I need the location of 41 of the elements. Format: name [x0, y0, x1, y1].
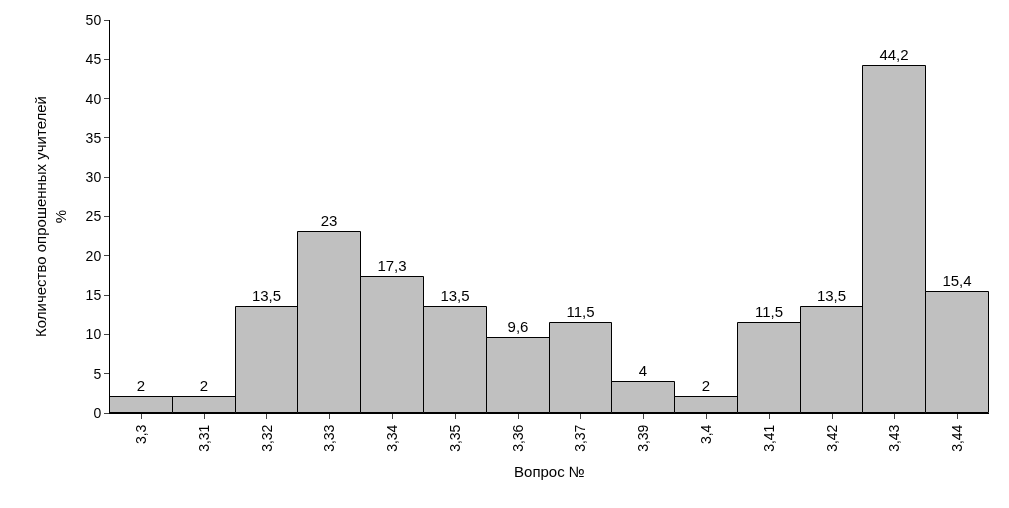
data-label: 23: [320, 211, 338, 229]
x-tick-label: 3,31: [195, 424, 212, 452]
y-axis-title: Количество опрошенных учителей %: [32, 96, 69, 337]
data-label: 2: [701, 376, 711, 394]
data-label: 9,6: [507, 317, 529, 335]
x-tick-label: 3,35: [446, 424, 463, 452]
x-tick-label: 3,43: [886, 424, 903, 452]
x-tick-label: 3,3: [132, 424, 149, 445]
y-tick-label: 35: [85, 129, 102, 146]
x-tick-label: 3,39: [635, 424, 652, 452]
data-label: 17,3: [377, 256, 407, 274]
x-tick-label: 3,32: [258, 424, 275, 452]
x-tick-label: 3,42: [823, 424, 840, 452]
x-tick-label: 3,34: [384, 424, 401, 452]
x-tick-label: 3,33: [321, 424, 338, 452]
data-label: 15,4: [942, 271, 972, 289]
y-tick-label: 15: [85, 287, 102, 303]
y-tick-label: 40: [85, 90, 102, 107]
data-label: 2: [136, 376, 146, 394]
y-tick-label: 50: [85, 11, 102, 28]
data-label: 13,5: [440, 286, 470, 304]
x-axis-title: Вопрос №: [514, 462, 585, 480]
y-tick-label: 10: [85, 326, 102, 343]
data-label: 11,5: [754, 302, 784, 320]
y-tick-label: 5: [93, 365, 102, 382]
data-label: 13,5: [251, 286, 282, 304]
x-tick-label: 3,4: [698, 424, 715, 445]
x-tick-label: 3,36: [509, 424, 526, 452]
y-tick-label: 0: [93, 404, 102, 421]
x-tick-label: 3,44: [949, 424, 966, 452]
y-tick-label: 30: [85, 169, 102, 186]
x-tick-label: 3,37: [572, 424, 589, 452]
data-label: 44,2: [879, 45, 909, 63]
y-tick-label: 45: [85, 51, 102, 68]
y-tick-label: 20: [85, 247, 102, 264]
data-label: 13,5: [816, 286, 847, 304]
data-label: 4: [638, 361, 648, 379]
data-label: 11,5: [566, 302, 595, 320]
data-label: 2: [199, 376, 209, 394]
y-tick-label: 25: [85, 208, 102, 225]
x-tick-label: 3,41: [760, 424, 777, 452]
